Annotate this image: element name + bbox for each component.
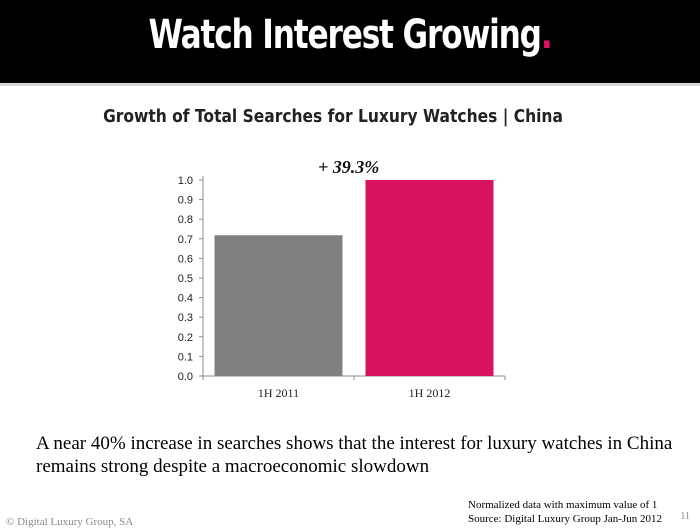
bar (214, 235, 343, 376)
y-tick-label: 0.2 (178, 332, 193, 344)
bar-chart: 0.0 0.1 0.2 0.3 0.4 0.5 0.6 0.7 0.8 0.9 1.0 1H 2011… (178, 175, 506, 400)
y-tick-label: 0.9 (178, 195, 193, 207)
page-title: Watch Interest Growing. (77, 12, 623, 58)
x-tick-label: 1H 2011 (258, 386, 299, 400)
y-tick-label: 0.6 (178, 253, 193, 265)
y-tick-label: 0.1 (178, 351, 193, 363)
source-note: Source: Digital Luxury Group Jan-Jun 201… (468, 513, 662, 525)
y-tick-label: 0.4 (178, 293, 193, 305)
title-accent-dot: . (540, 12, 553, 58)
growth-annotation: + 39.3% (318, 157, 380, 177)
page-number: 11 (680, 511, 690, 522)
y-tick-label: 1.0 (178, 175, 193, 187)
chart-title: Growth of Total Searches for Luxury Watc… (103, 106, 563, 127)
copyright-text: © Digital Luxury Group, SA (6, 516, 134, 528)
title-banner: Watch Interest Growing. (0, 0, 700, 86)
y-tick-label: 0.5 (178, 273, 193, 285)
bar (365, 180, 494, 376)
y-tick-label: 0.7 (178, 234, 193, 246)
footer-notes: Normalized data with maximum value of 1 … (468, 498, 662, 526)
normalization-note: Normalized data with maximum value of 1 (468, 499, 658, 511)
page-title-text: Watch Interest Growing (148, 12, 542, 58)
y-tick-label: 0.8 (178, 214, 193, 226)
x-tick-label: 1H 2012 (409, 386, 451, 400)
y-tick-label: 0.0 (178, 371, 193, 383)
caption-text: A near 40% increase in searches shows th… (36, 433, 673, 477)
y-tick-label: 0.3 (178, 312, 193, 324)
